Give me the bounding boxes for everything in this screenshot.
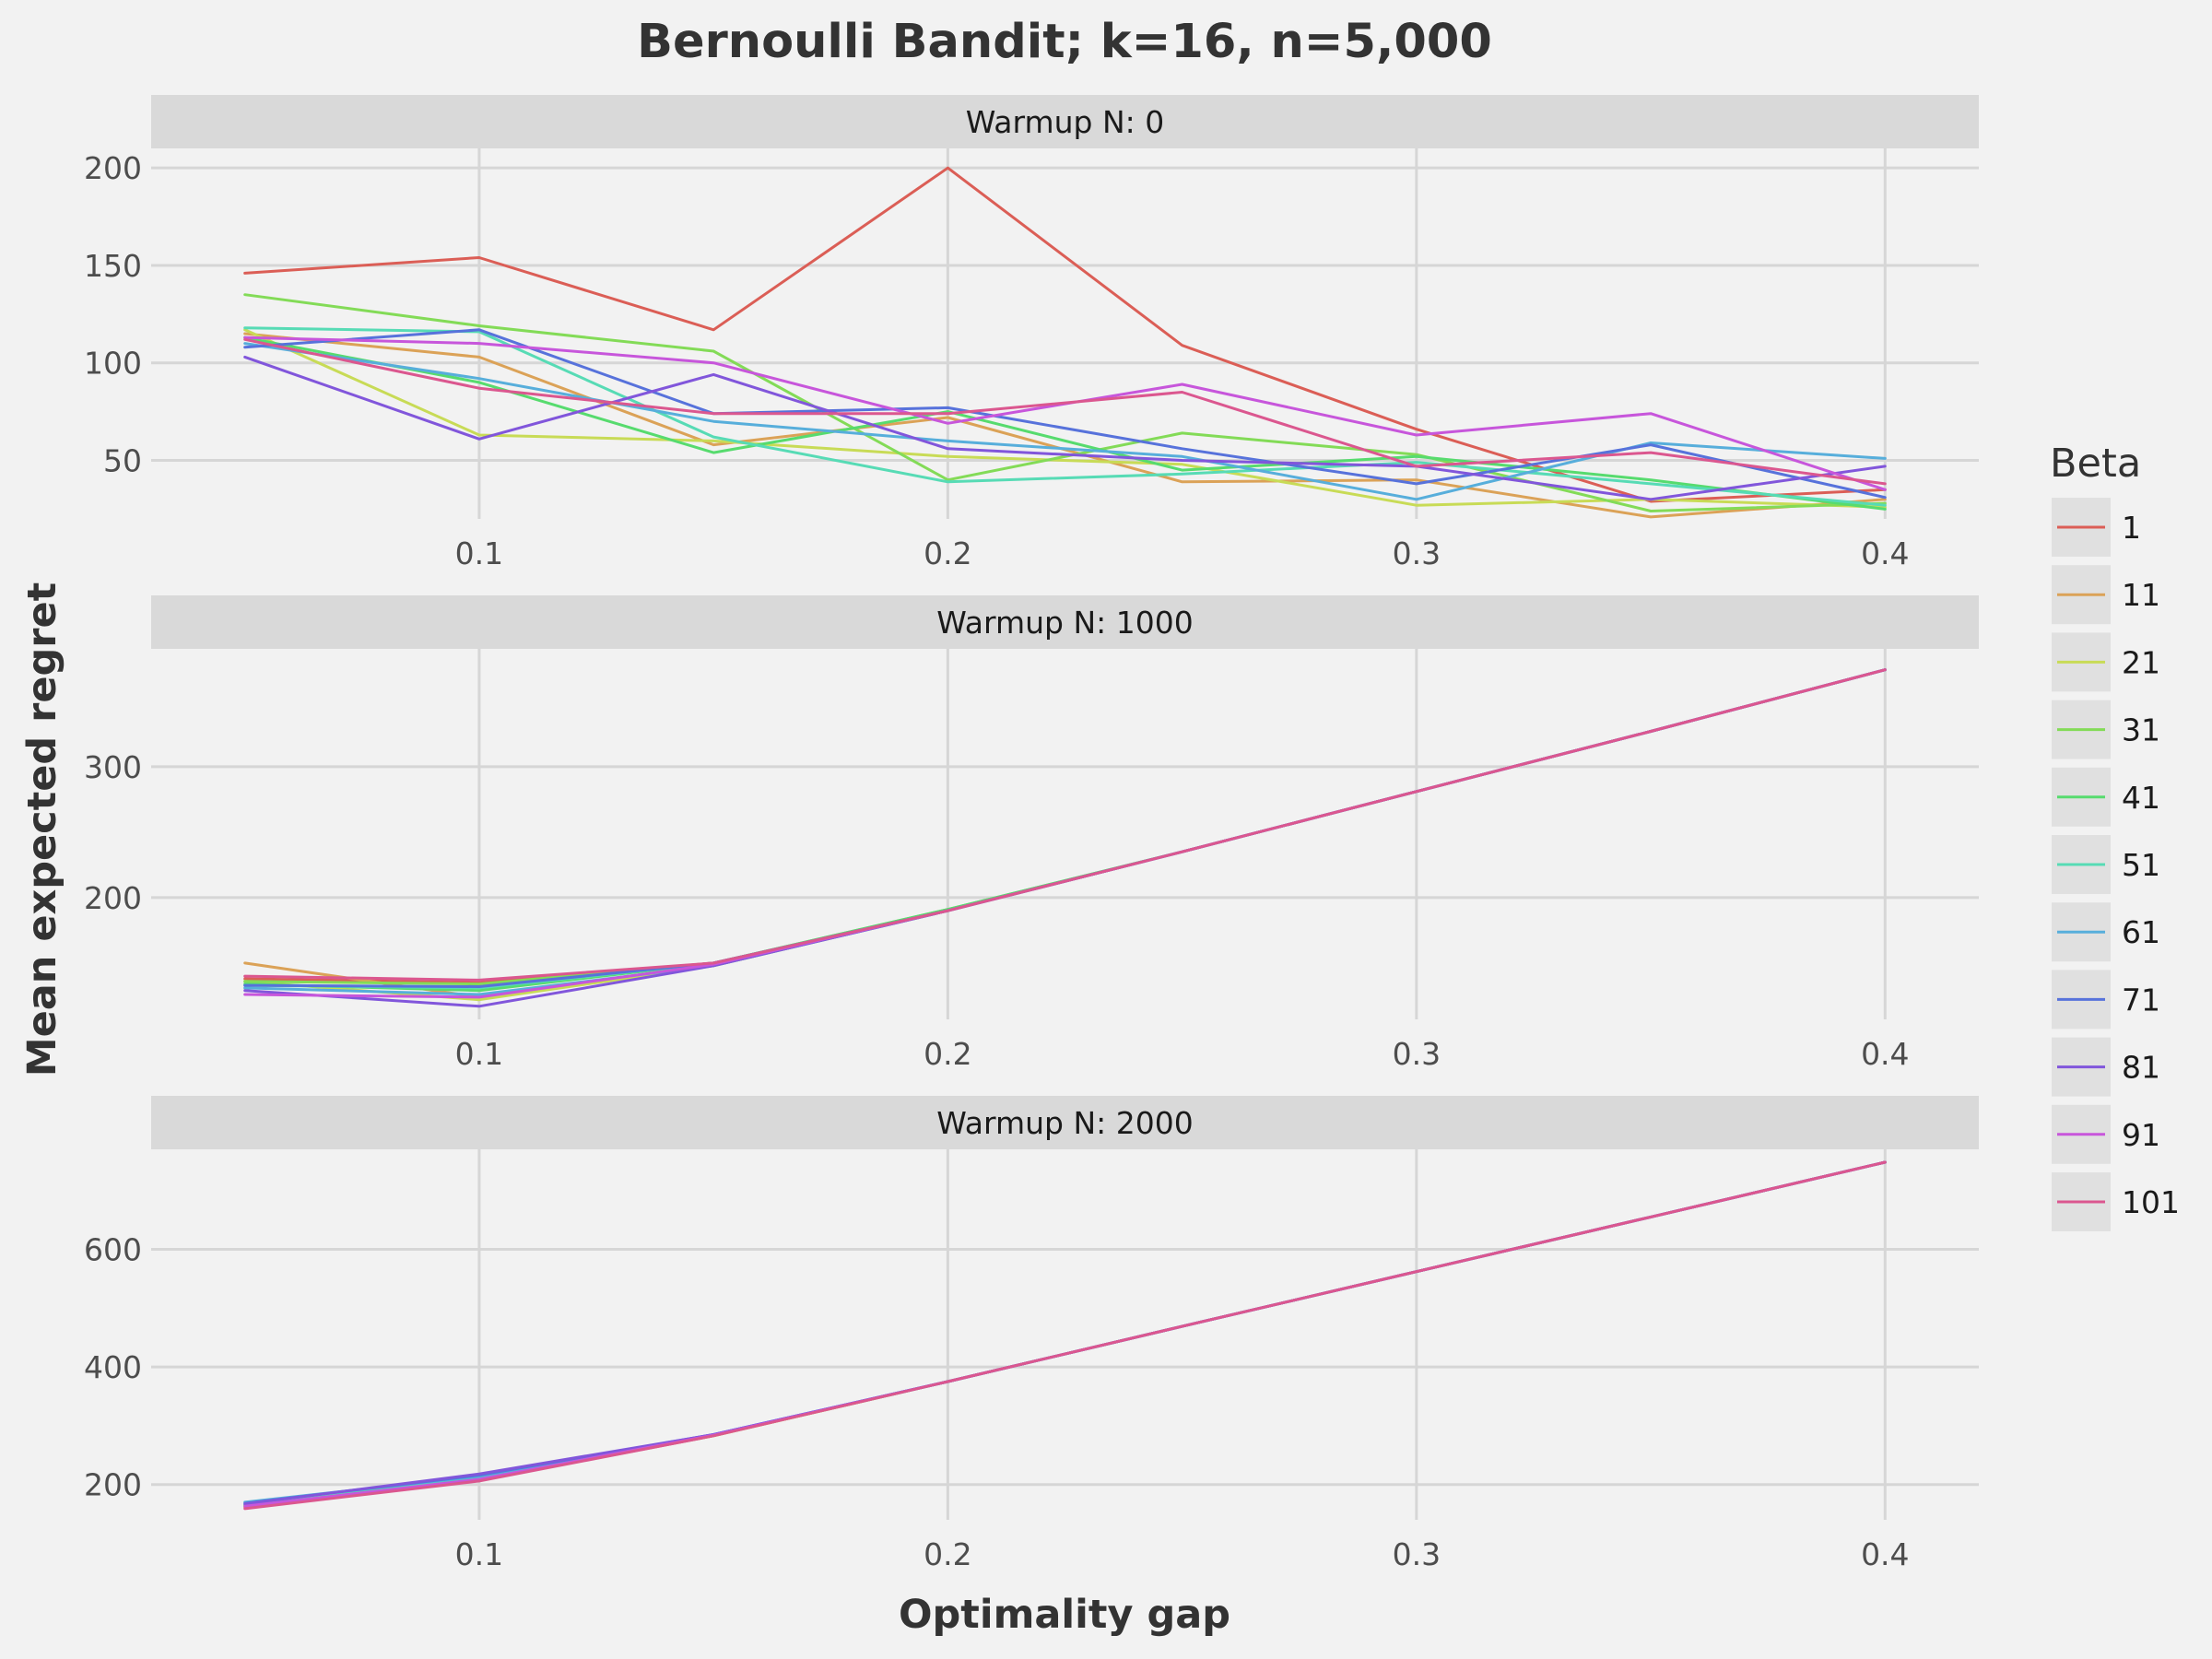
series-line-beta-31 [243, 668, 1887, 986]
series-line-beta-51 [243, 1160, 1887, 1506]
facet-strip [151, 595, 1979, 649]
facet-strip-label: Warmup N: 1000 [936, 605, 1194, 641]
legend-label: 21 [2122, 644, 2160, 680]
series-line-beta-11 [243, 1160, 1887, 1508]
x-tick-label: 0.1 [455, 1036, 503, 1072]
series-line-beta-101 [243, 337, 1887, 486]
facet-panel: Warmup N: 2000 0.1 0.2 0.3 0.4 200 400 600 [84, 1096, 1979, 1572]
legend-item: 61 [2052, 902, 2160, 962]
series-line-beta-51 [243, 326, 1887, 507]
legend-item: 81 [2052, 1037, 2160, 1097]
legend-item: 31 [2052, 700, 2160, 759]
x-tick-label: 0.3 [1393, 1036, 1441, 1072]
series-line-beta-41 [243, 668, 1887, 993]
legend-label: 11 [2122, 577, 2160, 613]
series-line-beta-61 [243, 1160, 1887, 1504]
series-line-beta-91 [243, 1160, 1887, 1508]
x-tick-label: 0.2 [924, 535, 971, 571]
series-line-beta-11 [243, 332, 1887, 519]
facet-strip [151, 95, 1979, 148]
series-line-beta-31 [243, 1160, 1887, 1508]
series-line-beta-61 [243, 342, 1887, 501]
x-tick-label: 0.2 [924, 1036, 971, 1072]
y-tick-label: 400 [84, 1349, 142, 1385]
x-tick-label: 0.3 [1393, 1536, 1441, 1572]
series-line-beta-11 [243, 668, 1887, 999]
series-line-beta-21 [243, 1160, 1887, 1509]
series-line-beta-71 [243, 668, 1887, 988]
y-tick-label: 100 [84, 346, 142, 382]
series-line-beta-21 [243, 668, 1887, 1002]
facet-strip-label: Warmup N: 2000 [936, 1105, 1194, 1141]
legend-label: 61 [2122, 914, 2160, 950]
y-tick-label: 150 [84, 248, 142, 284]
legend-label: 91 [2122, 1117, 2160, 1153]
legend-label: 51 [2122, 847, 2160, 883]
y-axis-title: Mean expected regret [19, 582, 65, 1077]
series-line-beta-61 [243, 668, 1887, 996]
facet-strip-label: Warmup N: 0 [966, 104, 1165, 140]
x-tick-label: 0.4 [1861, 1036, 1909, 1072]
y-tick-label: 600 [84, 1231, 142, 1267]
legend-item: 91 [2052, 1104, 2160, 1164]
series-line-beta-101 [243, 1160, 1887, 1511]
chart-title: Bernoulli Bandit; k=16, n=5,000 [637, 15, 1492, 69]
facet-panels: Warmup N: 00.1 0.2 0.3 0.450100150200Warmup… [84, 95, 1979, 1572]
legend-label: 101 [2122, 1184, 2180, 1220]
legend-item: 11 [2052, 565, 2160, 625]
y-tick-label: 300 [84, 749, 142, 785]
legend-label: 1 [2122, 510, 2141, 546]
legend-item: 21 [2052, 632, 2160, 692]
y-tick-label: 200 [84, 150, 142, 186]
y-tick-label: 200 [84, 1467, 142, 1503]
series-line-beta-81 [243, 1160, 1887, 1506]
x-axis-title: Optimality gap [899, 1592, 1230, 1638]
series-line-beta-1 [243, 1160, 1887, 1510]
y-tick-label: 200 [84, 880, 142, 916]
legend-title: Beta [2050, 441, 2141, 487]
series-line-beta-71 [243, 1160, 1887, 1505]
legend-item: 51 [2052, 835, 2160, 894]
series-line-beta-31 [243, 293, 1887, 512]
series-line-beta-21 [243, 328, 1887, 509]
x-tick-label: 0.4 [1861, 535, 1909, 571]
series-line-beta-81 [243, 355, 1887, 501]
legend-label: 81 [2122, 1050, 2160, 1086]
legend-label: 71 [2122, 982, 2160, 1018]
series-line-beta-91 [243, 668, 1887, 999]
facet-panel: Warmup N: 1000 0.1 0.2 0.3 0.4 200 300 [84, 595, 1979, 1072]
y-tick-label: 50 [103, 443, 142, 479]
series-line-beta-81 [243, 668, 1887, 1008]
legend-item: 71 [2052, 970, 2160, 1030]
x-tick-label: 0.1 [455, 535, 503, 571]
facet-strip [151, 1096, 1979, 1149]
series-line-beta-101 [243, 668, 1887, 982]
legend-label: 41 [2122, 780, 2160, 816]
series-line-beta-1 [243, 166, 1887, 503]
series-line-beta-41 [243, 1160, 1887, 1507]
legend-item: 41 [2052, 767, 2160, 827]
legend-item: 101 [2052, 1172, 2180, 1231]
series-line-beta-41 [243, 335, 1887, 511]
legend-item: 1 [2052, 498, 2141, 557]
x-tick-label: 0.2 [924, 1536, 971, 1572]
series-line-beta-71 [243, 328, 1887, 500]
x-tick-label: 0.3 [1393, 535, 1441, 571]
series-line-beta-1 [243, 668, 1887, 984]
legend-label: 31 [2122, 712, 2160, 748]
x-tick-label: 0.4 [1861, 1536, 1909, 1572]
x-tick-label: 0.1 [455, 1536, 503, 1572]
facet-panel: Warmup N: 0 0.1 0.2 0.3 0.4 50 100 150 200 [84, 95, 1979, 571]
series-line-beta-51 [243, 668, 1887, 990]
